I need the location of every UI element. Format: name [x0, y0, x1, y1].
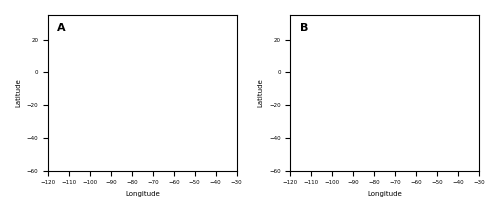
X-axis label: Longitude: Longitude	[125, 191, 160, 197]
Text: A: A	[58, 23, 66, 33]
Text: B: B	[300, 23, 308, 33]
Y-axis label: Latitude: Latitude	[258, 78, 264, 107]
Y-axis label: Latitude: Latitude	[15, 78, 21, 107]
X-axis label: Longitude: Longitude	[368, 191, 402, 197]
